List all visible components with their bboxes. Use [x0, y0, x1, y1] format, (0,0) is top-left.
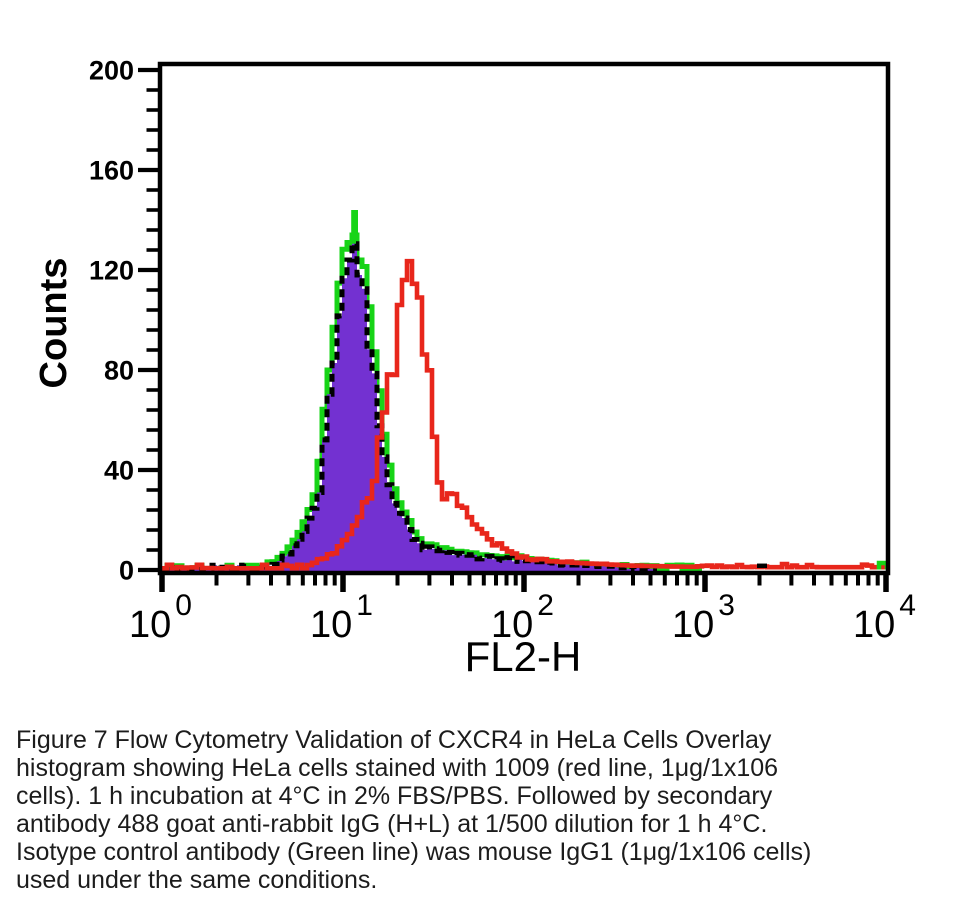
svg-text:FL2-H: FL2-H — [465, 633, 582, 680]
svg-text:40: 40 — [104, 456, 134, 486]
svg-text:160: 160 — [89, 156, 134, 186]
svg-text:101: 10 1 — [310, 589, 373, 646]
svg-text:100: 10 0 — [129, 589, 192, 646]
svg-text:80: 80 — [104, 356, 134, 386]
svg-text:104: 10 4 — [853, 589, 916, 646]
svg-text:103: 10 3 — [672, 589, 735, 646]
svg-text:200: 200 — [89, 56, 134, 86]
svg-text:0: 0 — [119, 556, 134, 586]
svg-text:120: 120 — [89, 256, 134, 286]
svg-text:Counts: Counts — [33, 258, 75, 389]
